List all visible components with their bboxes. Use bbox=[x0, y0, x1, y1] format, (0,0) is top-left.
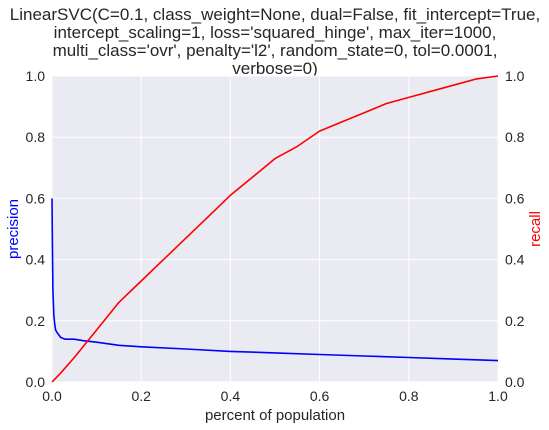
right-y-tick-4: 0.8 bbox=[505, 129, 525, 145]
series-layer bbox=[51, 75, 499, 383]
x-tick-labels: 0.0 0.2 0.4 0.6 0.8 1.0 bbox=[42, 388, 508, 404]
x-tick-3: 0.6 bbox=[310, 388, 330, 404]
right-y-tick-labels: 0.0 0.2 0.4 0.6 0.8 1.0 bbox=[505, 68, 525, 390]
left-y-axis-label: precision bbox=[5, 199, 22, 259]
grid-lines bbox=[51, 75, 499, 383]
x-tick-0: 0.0 bbox=[42, 388, 62, 404]
left-y-tick-labels: 0.0 0.2 0.4 0.6 0.8 1.0 bbox=[26, 68, 46, 390]
x-tick-4: 0.8 bbox=[399, 388, 419, 404]
right-y-axis-label: recall bbox=[527, 211, 544, 247]
left-y-tick-0: 0.0 bbox=[26, 374, 46, 390]
chart-title-line-3: multi_class='ovr', penalty='l2', random_… bbox=[53, 41, 498, 60]
left-y-tick-2: 0.4 bbox=[26, 252, 46, 268]
right-y-tick-2: 0.4 bbox=[505, 252, 525, 268]
left-y-tick-4: 0.8 bbox=[26, 129, 46, 145]
left-y-tick-5: 1.0 bbox=[26, 68, 46, 84]
chart-title: LinearSVC(C=0.1, class_weight=None, dual… bbox=[10, 5, 540, 78]
right-y-tick-1: 0.2 bbox=[505, 313, 525, 329]
right-y-tick-5: 1.0 bbox=[505, 68, 525, 84]
recall-line bbox=[51, 75, 499, 383]
precision-line bbox=[51, 198, 499, 362]
x-tick-1: 0.2 bbox=[131, 388, 151, 404]
left-y-tick-3: 0.6 bbox=[26, 190, 46, 206]
plot-area bbox=[52, 76, 498, 382]
x-tick-5: 1.0 bbox=[488, 388, 508, 404]
left-y-tick-1: 0.2 bbox=[26, 313, 46, 329]
right-y-tick-3: 0.6 bbox=[505, 190, 525, 206]
right-y-tick-0: 0.0 bbox=[505, 374, 525, 390]
x-axis-label: percent of population bbox=[205, 407, 345, 424]
chart-title-line-1: LinearSVC(C=0.1, class_weight=None, dual… bbox=[10, 5, 540, 24]
x-tick-2: 0.4 bbox=[221, 388, 241, 404]
chart-title-line-2: intercept_scaling=1, loss='squared_hinge… bbox=[54, 23, 497, 42]
chart-title-line-4: verbose=0) bbox=[232, 59, 318, 78]
